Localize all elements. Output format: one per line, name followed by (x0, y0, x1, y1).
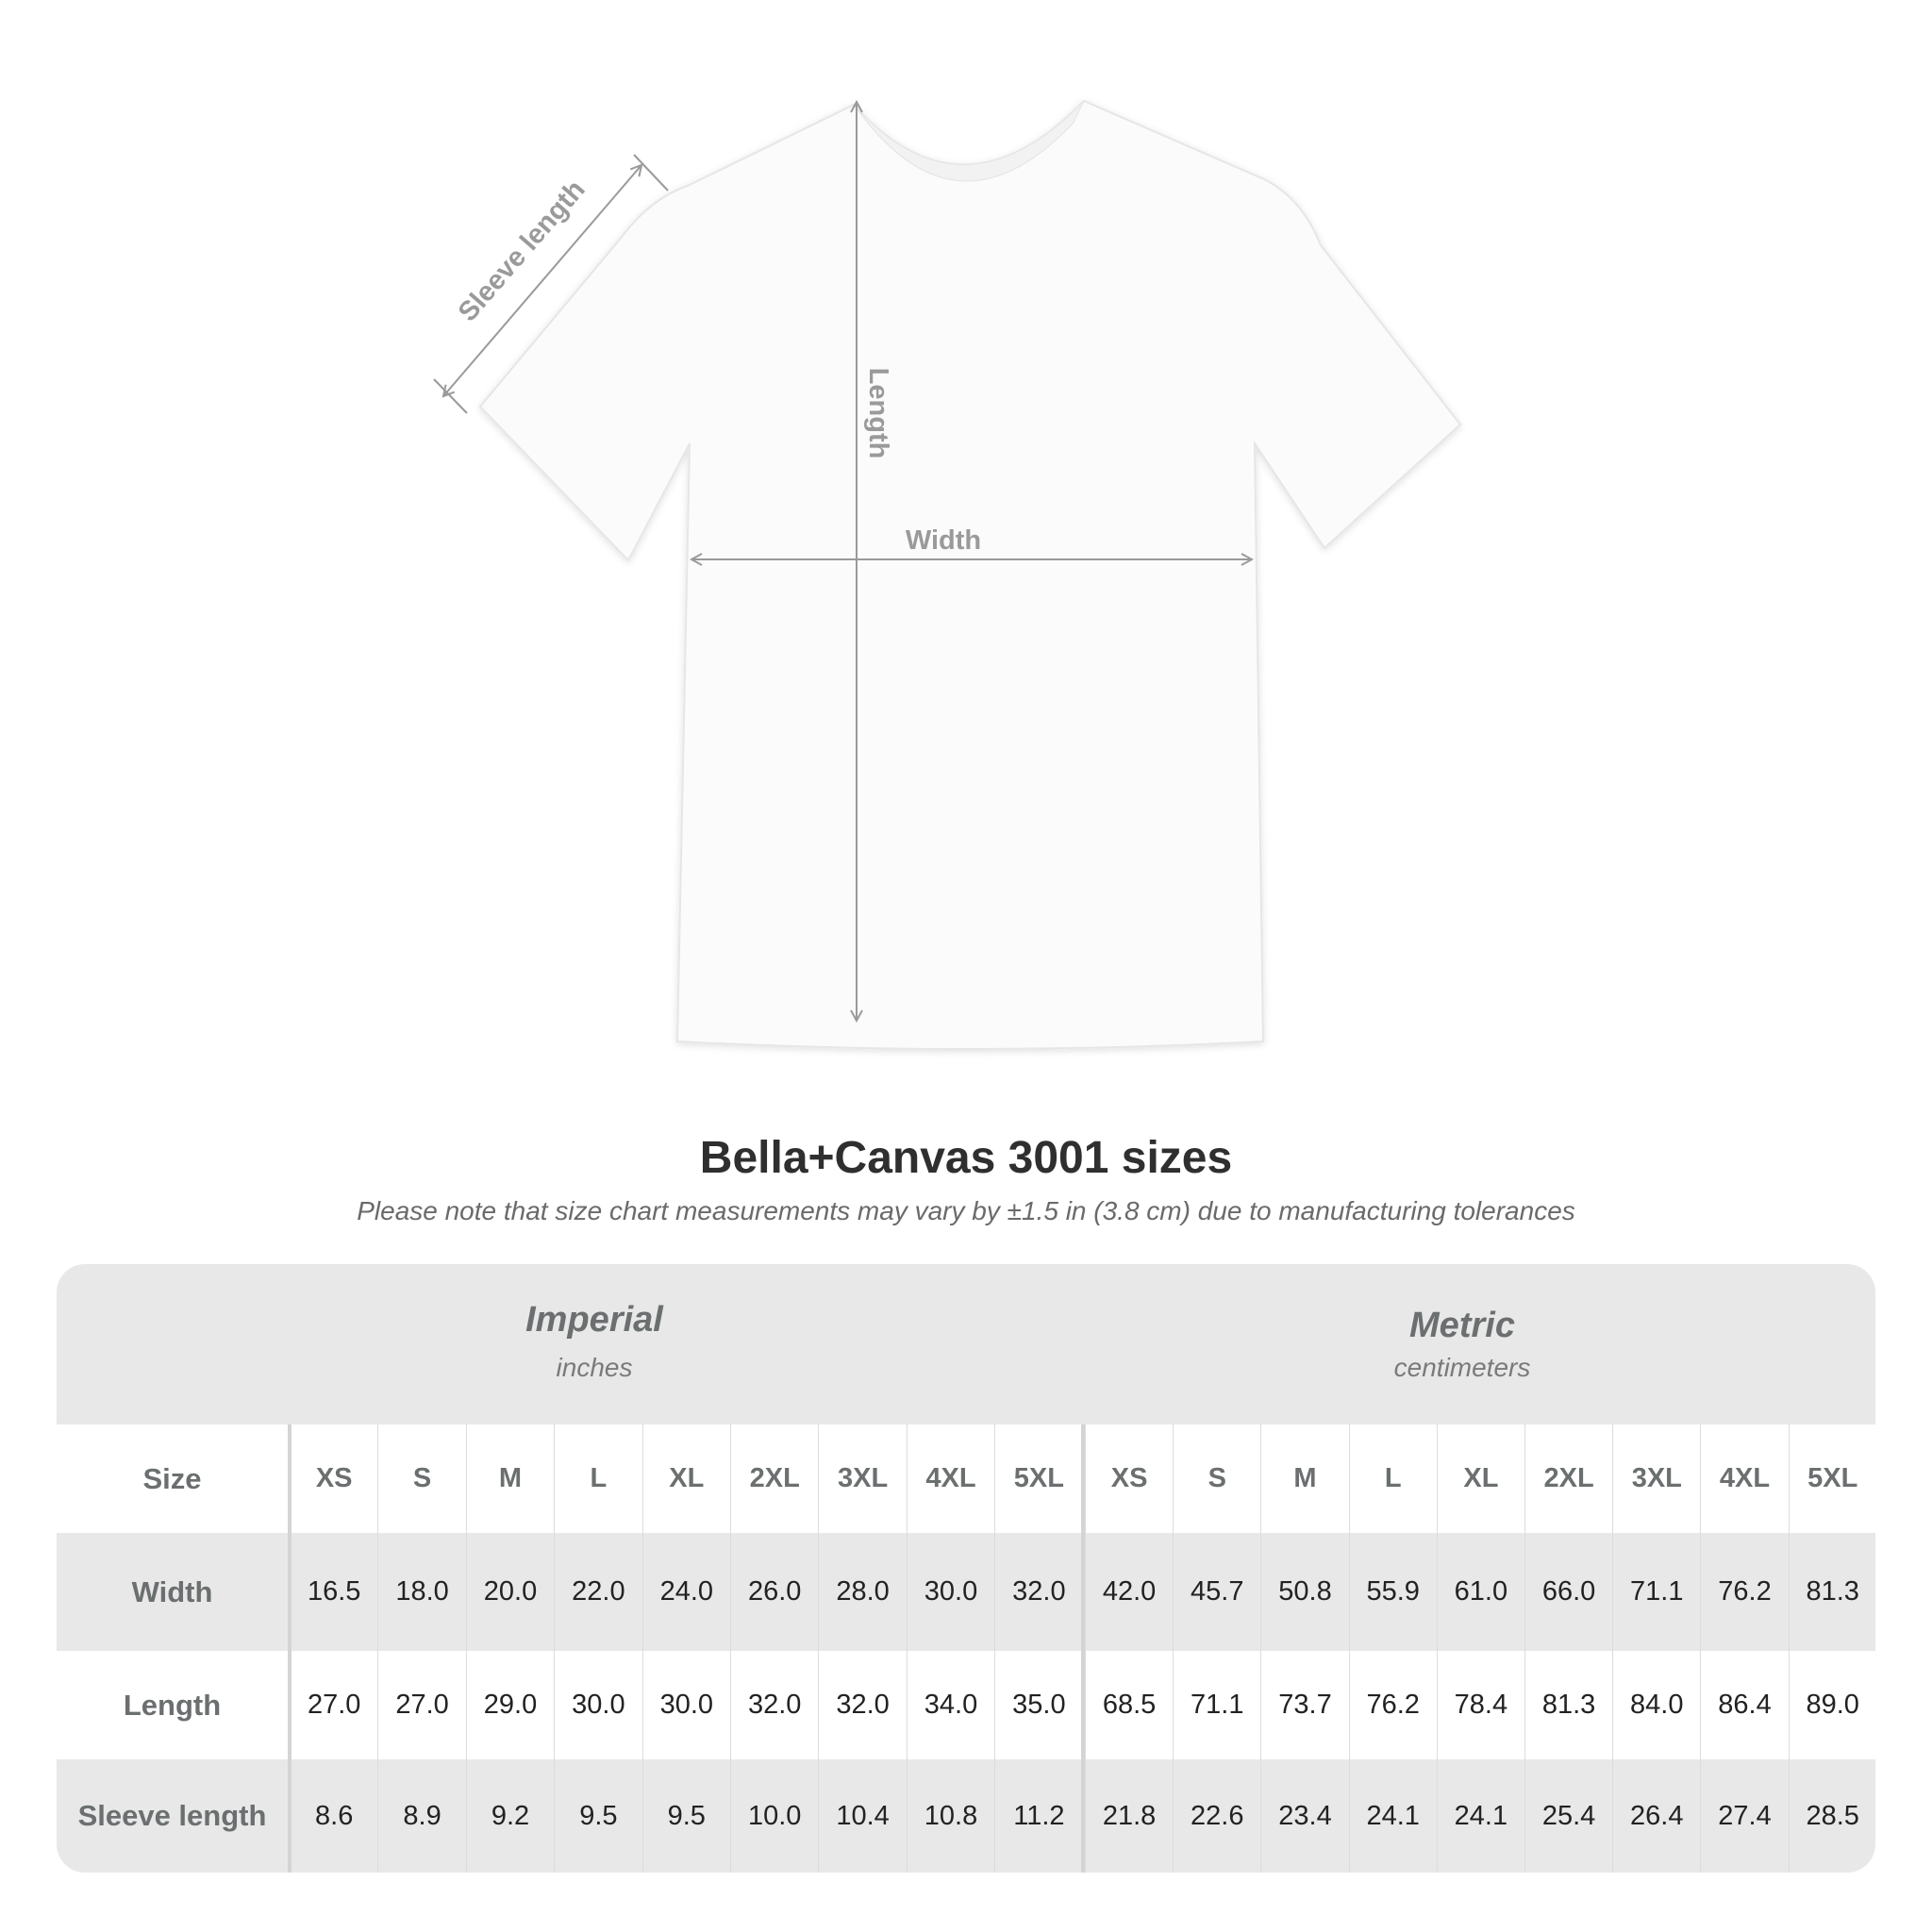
metric-value: 45.7 (1173, 1533, 1260, 1651)
metric-value: 24.1 (1348, 1759, 1437, 1873)
size-header: L (554, 1424, 641, 1533)
page-title: Bella+Canvas 3001 sizes (699, 1133, 1233, 1183)
size-header: XL (1436, 1424, 1524, 1533)
metric-value: 42.0 (1085, 1533, 1173, 1651)
size-header: M (465, 1424, 554, 1533)
label-divider (288, 1424, 291, 1873)
table-row: Width 16.5 18.0 20.0 22.0 24.0 26.0 28.0 30.0 32.… (57, 1533, 1875, 1651)
metric-value: 89.0 (1788, 1651, 1875, 1759)
size-header: 2XL (1524, 1424, 1612, 1533)
size-header: 3XL (818, 1424, 906, 1533)
size-header: S (1173, 1424, 1260, 1533)
metric-value: 23.4 (1260, 1759, 1348, 1873)
size-header: 4XL (906, 1424, 994, 1533)
metric-value: 71.1 (1173, 1651, 1260, 1759)
table-row: Sleeve length 8.6 8.9 9.2 9.5 9.5 10.0 10.4 10.8… (57, 1759, 1875, 1873)
metric-value: 28.5 (1788, 1759, 1875, 1873)
tolerance-note: Please note that size chart measurements… (357, 1196, 1575, 1225)
size-header: 3XL (1612, 1424, 1700, 1533)
imperial-value: 11.2 (994, 1759, 1082, 1873)
metric-value: 24.1 (1436, 1759, 1524, 1873)
imperial-value: 27.0 (377, 1651, 465, 1759)
size-header: M (1260, 1424, 1348, 1533)
imperial-heading: Imperial (525, 1300, 663, 1340)
system-divider (1081, 1424, 1085, 1873)
metric-value: 78.4 (1436, 1651, 1524, 1759)
imperial-value: 10.0 (730, 1759, 818, 1873)
imperial-value: 30.0 (554, 1651, 641, 1759)
sleeve-arrow (443, 165, 641, 396)
size-header: 2XL (730, 1424, 818, 1533)
collar (853, 100, 1085, 182)
length-label: Length (863, 368, 893, 459)
imperial-value: 10.8 (906, 1759, 994, 1873)
metric-value: 26.4 (1612, 1759, 1700, 1873)
metric-value: 27.4 (1700, 1759, 1788, 1873)
size-chart-table: Imperial inches Metric centimeters Size X… (57, 1264, 1875, 1873)
metric-value: 86.4 (1700, 1651, 1788, 1759)
imperial-value: 10.4 (818, 1759, 906, 1873)
imperial-value: 30.0 (906, 1533, 994, 1651)
header-band (57, 1264, 1875, 1424)
metric-heading: Metric (1409, 1306, 1515, 1345)
metric-value: 71.1 (1612, 1533, 1700, 1651)
metric-value: 68.5 (1085, 1651, 1173, 1759)
size-header-row: Size XS S M L XL 2XL 3XL 4XL 5XL XS S M L XL 2XL 3XL 4XL 5… (57, 1424, 1875, 1533)
imperial-value: 27.0 (290, 1651, 377, 1759)
metric-unit: centimeters (1393, 1353, 1531, 1382)
imperial-value: 32.0 (994, 1533, 1082, 1651)
size-header: XL (641, 1424, 730, 1533)
metric-value: 55.9 (1348, 1533, 1437, 1651)
row-label: Length (123, 1688, 222, 1722)
imperial-value: 29.0 (465, 1651, 554, 1759)
row-label: Sleeve length (77, 1799, 267, 1832)
imperial-value: 24.0 (641, 1533, 730, 1651)
imperial-value: 9.5 (641, 1759, 730, 1873)
imperial-value: 8.6 (290, 1759, 377, 1873)
size-header: 5XL (994, 1424, 1082, 1533)
size-header: XS (290, 1424, 377, 1533)
metric-value: 76.2 (1348, 1651, 1437, 1759)
metric-value: 81.3 (1524, 1651, 1612, 1759)
imperial-unit: inches (556, 1353, 633, 1382)
size-header: L (1348, 1424, 1437, 1533)
metric-value: 73.7 (1260, 1651, 1348, 1759)
row-label: Width (131, 1574, 213, 1608)
imperial-value: 18.0 (377, 1533, 465, 1651)
size-header: XS (1085, 1424, 1173, 1533)
width-label: Width (906, 525, 981, 556)
imperial-value: 16.5 (290, 1533, 377, 1651)
imperial-value: 8.9 (377, 1759, 465, 1873)
imperial-value: 28.0 (818, 1533, 906, 1651)
metric-value: 66.0 (1524, 1533, 1612, 1651)
imperial-value: 9.2 (465, 1759, 554, 1873)
metric-value: 81.3 (1788, 1533, 1875, 1651)
metric-value: 84.0 (1612, 1651, 1700, 1759)
imperial-value: 30.0 (641, 1651, 730, 1759)
metric-value: 50.8 (1260, 1533, 1348, 1651)
metric-value: 22.6 (1173, 1759, 1260, 1873)
imperial-value: 32.0 (818, 1651, 906, 1759)
row-label: Size (142, 1461, 202, 1495)
tshirt-body (478, 99, 1462, 1050)
metric-value: 25.4 (1524, 1759, 1612, 1873)
metric-value: 61.0 (1436, 1533, 1524, 1651)
imperial-value: 32.0 (730, 1651, 818, 1759)
metric-value: 76.2 (1700, 1533, 1788, 1651)
imperial-value: 22.0 (554, 1533, 641, 1651)
imperial-value: 26.0 (730, 1533, 818, 1651)
imperial-value: 9.5 (554, 1759, 641, 1873)
size-header: 4XL (1700, 1424, 1788, 1533)
imperial-value: 20.0 (465, 1533, 554, 1651)
size-header: S (377, 1424, 465, 1533)
size-header: 5XL (1788, 1424, 1875, 1533)
metric-value: 21.8 (1085, 1759, 1173, 1873)
tshirt-diagram: Length Width Sleeve length (433, 99, 1462, 1050)
imperial-value: 35.0 (994, 1651, 1082, 1759)
table-row: Length 27.0 27.0 29.0 30.0 30.0 32.0 32.0 34.0 35… (57, 1651, 1875, 1759)
imperial-value: 34.0 (906, 1651, 994, 1759)
